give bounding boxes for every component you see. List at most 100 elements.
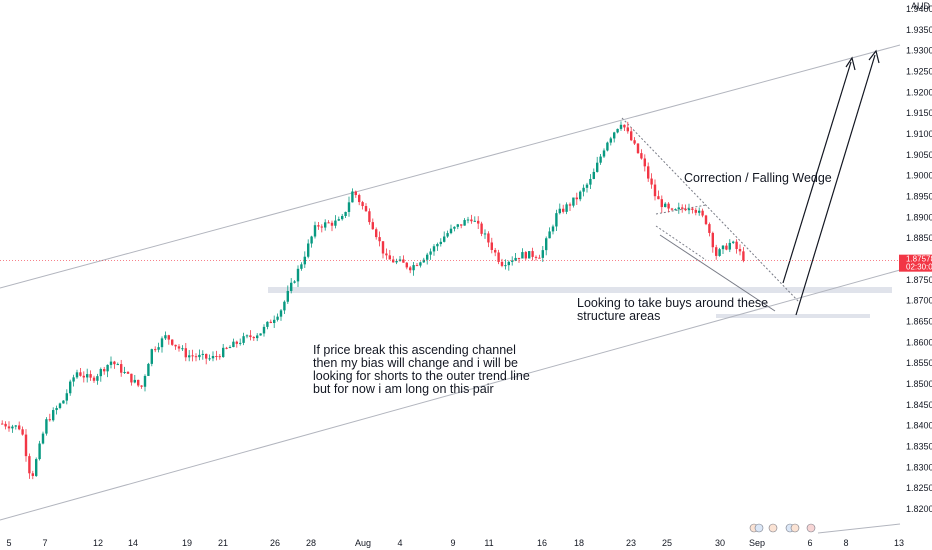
candle [123, 366, 126, 375]
candle [273, 315, 276, 328]
candle [351, 188, 354, 203]
x-tick-label: 6 [807, 538, 812, 548]
channel-note-line-3[interactable]: looking for shorts to the outer trend li… [313, 369, 530, 383]
candle [41, 431, 45, 445]
candle-body [52, 410, 55, 421]
candle [728, 239, 731, 253]
y-tick-label: 1.89500 [906, 192, 932, 202]
candle-body [143, 375, 147, 387]
candle-body [225, 347, 228, 349]
candle [725, 243, 728, 251]
candle [582, 184, 585, 197]
candle-body [324, 222, 327, 228]
y-tick-label: 1.88500 [906, 233, 932, 243]
candle-body [341, 215, 344, 220]
channel-note-line-4[interactable]: but for now i am long on this pair [313, 382, 494, 396]
candle-body [483, 233, 487, 235]
candle-body [358, 195, 361, 203]
candle-body [721, 245, 725, 250]
candle [439, 238, 442, 247]
candle-body [103, 369, 106, 372]
event-icon[interactable] [754, 523, 764, 533]
candle [55, 405, 58, 415]
projection-arrow-1[interactable] [782, 61, 852, 284]
candle-body [504, 265, 507, 267]
candle-body [317, 225, 320, 227]
candle-body [531, 251, 534, 257]
candle-body [490, 242, 493, 250]
wedge-upper-line[interactable] [621, 117, 801, 304]
event-icon[interactable] [790, 523, 800, 533]
channel-note-line-1[interactable]: If price break this ascending channel [313, 343, 516, 357]
candle-body [262, 326, 266, 334]
candle [704, 214, 708, 226]
buys-annotation-line-1[interactable]: Looking to take buys around these [577, 296, 768, 310]
candle-body [164, 335, 167, 339]
wedge-annotation[interactable]: Correction / Falling Wedge [684, 171, 832, 185]
candle [412, 262, 415, 276]
candle [293, 280, 296, 284]
candle-body [480, 223, 483, 234]
outer-trendline[interactable] [817, 523, 901, 534]
candle [718, 247, 721, 257]
channel-note-line-2[interactable]: then my bias will change and i will be [313, 356, 518, 370]
candle-body [364, 206, 368, 212]
candle-body [28, 456, 31, 474]
y-tick-label: 1.85500 [906, 358, 932, 368]
candle [310, 235, 313, 248]
candle-body [130, 373, 133, 383]
price-axis[interactable] [899, 0, 932, 550]
candle-body [167, 335, 170, 340]
candle [402, 255, 405, 263]
wedge-inner-top [655, 204, 707, 215]
candle [249, 330, 252, 341]
candle [528, 251, 531, 259]
candle [86, 368, 89, 383]
candle-body [375, 229, 378, 238]
candle [256, 333, 259, 342]
candle-body [650, 178, 653, 185]
candle-body [191, 355, 194, 357]
candle [18, 421, 21, 431]
channel-upper-line[interactable] [0, 44, 901, 289]
event-icon[interactable] [806, 523, 816, 533]
candle-body [579, 191, 582, 200]
x-tick-label: 19 [182, 538, 192, 548]
buys-annotation-line-2[interactable]: structure areas [577, 309, 660, 323]
candle [473, 216, 476, 222]
candle-body [524, 252, 527, 259]
projection-arrow-2[interactable] [795, 54, 876, 316]
candle-body [395, 260, 398, 263]
projection-arrows[interactable] [782, 49, 880, 316]
candle-body [31, 473, 34, 476]
candle-body [184, 348, 187, 358]
wedge-lower-line[interactable] [659, 234, 776, 312]
candle [500, 258, 504, 268]
candle-body [96, 376, 99, 381]
candle [551, 224, 555, 235]
candle [381, 241, 385, 259]
x-tick-label: 7 [42, 538, 47, 548]
candle [283, 300, 286, 315]
channel-lower-line[interactable] [0, 269, 901, 521]
event-icon[interactable] [768, 523, 778, 533]
candle [555, 209, 558, 231]
candle-body [269, 321, 272, 323]
candle [609, 136, 612, 146]
current-price-tag[interactable]: 1.87578 02:30:09 [899, 255, 932, 272]
candle [1, 420, 4, 425]
candle [596, 156, 599, 173]
event-icons[interactable] [749, 523, 816, 533]
candle-body [215, 355, 218, 357]
candle [269, 319, 272, 324]
candle-body [405, 262, 408, 268]
candle-body [585, 184, 589, 188]
y-tick-label: 1.82500 [906, 483, 932, 493]
candle [392, 255, 395, 263]
candle-body [194, 356, 198, 358]
candle [259, 333, 262, 336]
candle-body [456, 224, 459, 227]
candle-body [290, 282, 293, 291]
candle-body [242, 336, 245, 343]
